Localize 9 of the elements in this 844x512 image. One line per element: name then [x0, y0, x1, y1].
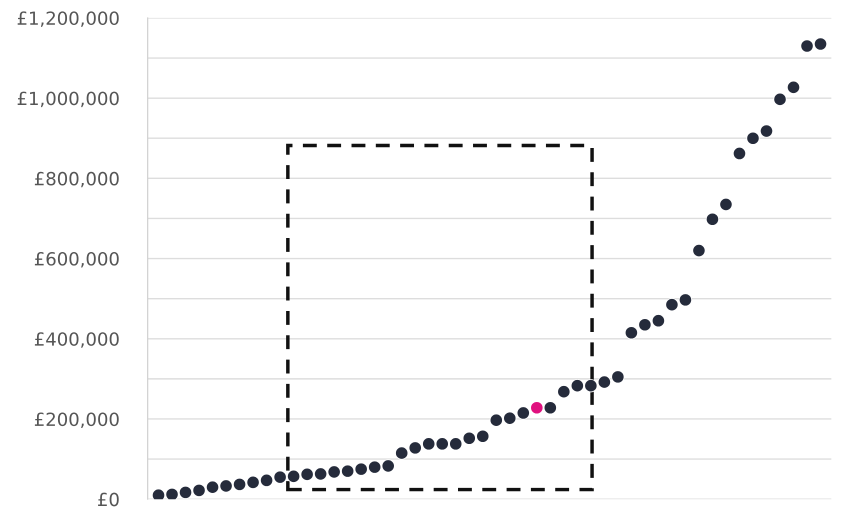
y-tick-label: £200,000: [34, 412, 119, 428]
point: [165, 488, 179, 500]
y-tick-label: £800,000: [34, 172, 119, 188]
y-tick-label: £600,000: [34, 252, 119, 268]
y-tick-label: £400,000: [34, 332, 119, 348]
y-tick-label: £0: [98, 492, 119, 506]
y-tick-label: £1,000,000: [18, 92, 119, 108]
y-tick-label: £1,200,000: [18, 11, 119, 27]
point: [152, 488, 166, 500]
